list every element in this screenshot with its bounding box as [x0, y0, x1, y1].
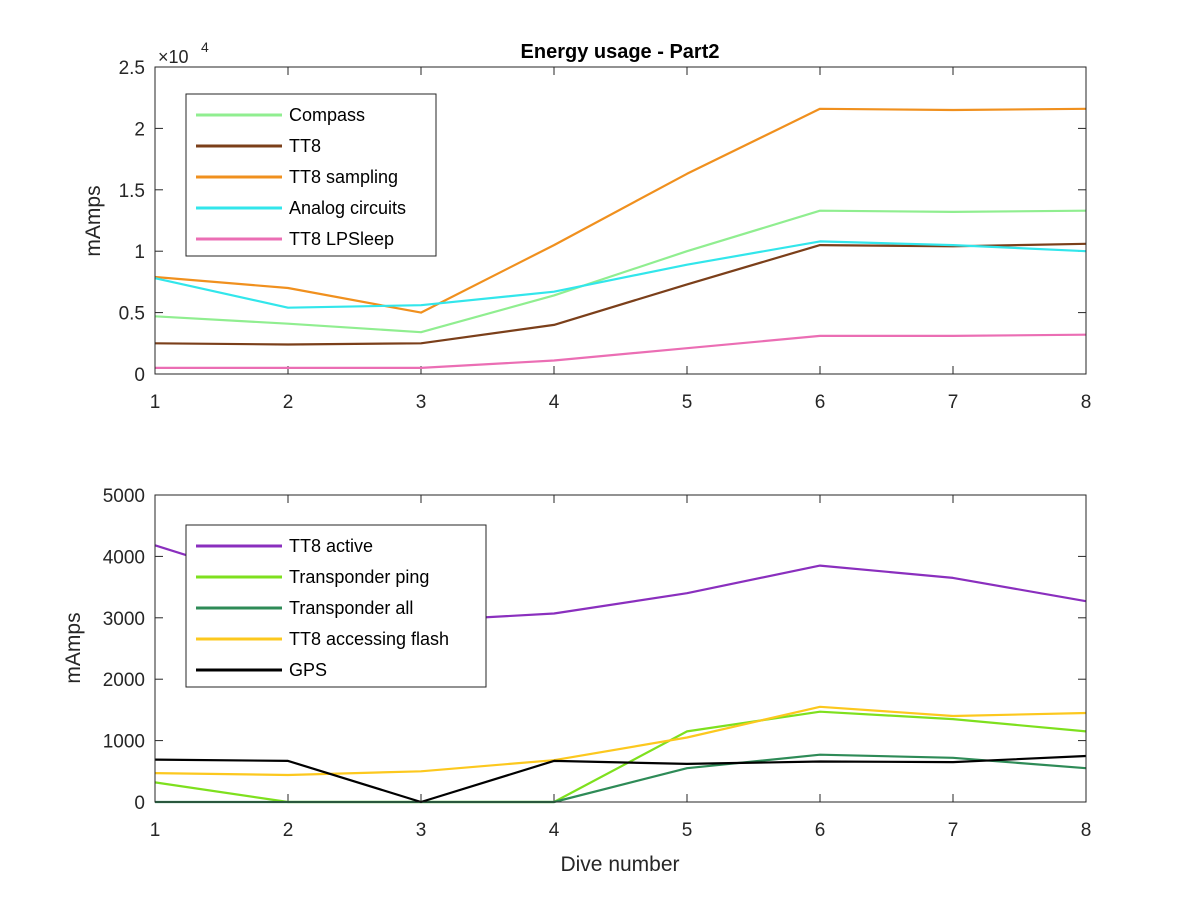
series-line-compass — [154, 209, 1087, 334]
energy-chart-part2: Energy usage - Part2 mAmps ×10 4 1 2 3 4 5 6 7… — [82, 39, 1091, 413]
legend-label-tt8-active: TT8 active — [289, 536, 373, 556]
x-tick-label: 6 — [815, 392, 826, 413]
y-tick-label: 2 — [134, 119, 145, 140]
series-line-analog-circuits — [154, 240, 1087, 309]
legend-label-tt8-sampling: TT8 sampling — [289, 167, 398, 187]
x-tick-label: 2 — [283, 392, 294, 413]
y-exponent-power: 4 — [201, 39, 209, 55]
y-tick-label: 2000 — [103, 670, 145, 691]
legend-box — [185, 93, 437, 257]
x-tick-label: 7 — [948, 820, 959, 841]
y-exponent-base: ×10 — [158, 47, 189, 67]
x-tick-label: 8 — [1081, 820, 1092, 841]
plot-frame — [154, 494, 1087, 803]
y-axis-label: mAmps — [82, 185, 105, 256]
x-tick-label: 1 — [150, 392, 161, 413]
y-tick-label: 4000 — [103, 547, 145, 568]
y-tick-label: 3000 — [103, 609, 145, 630]
legend-label-tt8: TT8 — [289, 136, 321, 156]
y-tick-label: 0 — [134, 793, 145, 814]
series-line-gps — [154, 754, 1087, 804]
y-tick-label: 0 — [134, 365, 145, 386]
energy-chart-lower: Dive number mAmps 1 2 3 4 5 6 7 8 0 1000 2000 3000 4… — [62, 486, 1091, 876]
x-tick-label: 7 — [948, 392, 959, 413]
x-tick-label: 2 — [283, 820, 294, 841]
legend-label-transponder-all: Transponder all — [289, 598, 413, 618]
series-line-tt8 — [154, 242, 1087, 346]
legend-box — [185, 524, 487, 688]
y-tick-label: 0.5 — [119, 304, 145, 325]
x-tick-label: 3 — [416, 820, 427, 841]
chart-title: Energy usage - Part2 — [521, 41, 720, 63]
y-tick-label: 1.5 — [119, 181, 145, 202]
x-tick-label: 6 — [815, 820, 826, 841]
x-tick-label: 5 — [682, 820, 693, 841]
y-tick-label: 2.5 — [119, 58, 145, 79]
legend-label-analog-circuits: Analog circuits — [289, 198, 406, 218]
x-axis-label: Dive number — [560, 853, 679, 876]
legend-label-transponder-ping: Transponder ping — [289, 567, 429, 587]
legend-label-gps: GPS — [289, 660, 327, 680]
x-tick-label: 1 — [150, 820, 161, 841]
x-tick-label: 5 — [682, 392, 693, 413]
plot-frame — [154, 66, 1087, 375]
x-tick-label: 3 — [416, 392, 427, 413]
y-exponent: ×10 4 — [158, 39, 209, 67]
x-tick-label: 4 — [549, 820, 560, 841]
x-tick-label: 8 — [1081, 392, 1092, 413]
y-axis-label: mAmps — [62, 612, 85, 683]
legend-label-compass: Compass — [289, 105, 365, 125]
series-line-tt8-lpsleep — [155, 333, 1087, 369]
y-tick-label: 5000 — [103, 486, 145, 507]
series-line-tt8-sampling — [154, 107, 1087, 314]
series-line-tt8-accessing-flash — [154, 705, 1087, 777]
y-tick-label: 1000 — [103, 732, 145, 753]
x-tick-label: 4 — [549, 392, 560, 413]
legend-label-tt8-lpsleep: TT8 LPSleep — [289, 229, 394, 249]
y-tick-label: 1 — [134, 242, 145, 263]
legend-label-tt8-accessing-flash: TT8 accessing flash — [289, 629, 449, 649]
